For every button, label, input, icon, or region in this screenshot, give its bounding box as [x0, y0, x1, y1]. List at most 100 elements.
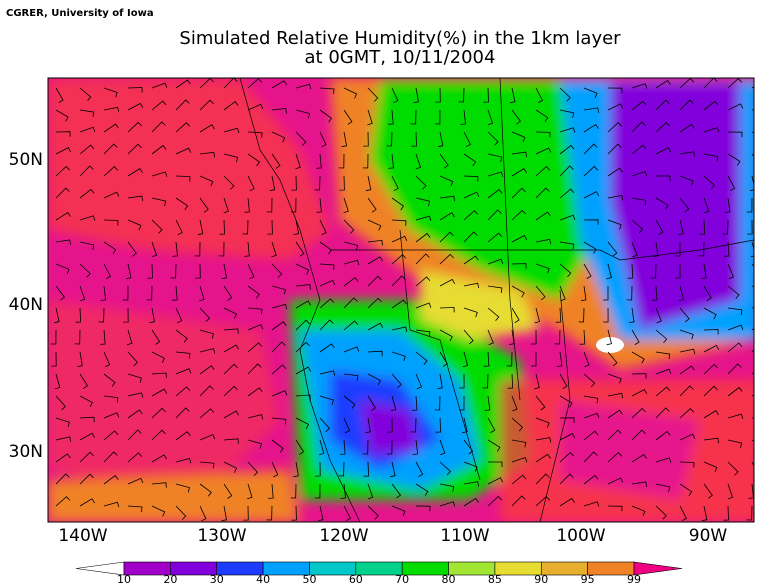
wind-barb	[679, 385, 694, 397]
wind-barb	[703, 285, 712, 301]
wind-barb	[703, 329, 719, 335]
wind-barb	[535, 109, 549, 123]
wind-barb	[559, 144, 575, 155]
wind-barb	[318, 505, 324, 522]
wind-barb	[511, 234, 528, 243]
colorbar-label: 95	[581, 573, 595, 586]
wind-barb	[391, 299, 407, 309]
wind-barb	[271, 439, 284, 453]
wind-barb	[291, 175, 297, 191]
wind-barb	[415, 153, 422, 170]
wind-barb	[459, 373, 465, 389]
wind-barb	[607, 505, 623, 512]
colorbar-label: 10	[117, 573, 131, 586]
wind-barb	[727, 153, 741, 166]
wind-barb	[98, 307, 105, 323]
wind-barb	[221, 263, 227, 280]
wind-barb	[511, 456, 528, 463]
wind-barb	[266, 197, 273, 213]
wind-barb	[463, 439, 474, 455]
wind-barb	[559, 109, 575, 118]
x-axis-label: 100W	[556, 526, 605, 546]
wind-barb	[391, 505, 406, 516]
wind-barb	[727, 175, 736, 192]
wind-barb	[295, 131, 307, 146]
wind-barb	[703, 100, 719, 111]
wind-barb	[199, 151, 215, 158]
wind-barb	[103, 241, 117, 255]
wind-barb	[722, 219, 729, 235]
wind-barb	[487, 232, 503, 243]
wind-barb	[727, 263, 734, 280]
wind-barb	[415, 232, 431, 243]
wind-barb	[79, 498, 95, 507]
x-axis-label: 130W	[197, 526, 246, 546]
wind-barb	[343, 297, 358, 309]
wind-barb	[703, 78, 718, 89]
wind-barb	[607, 167, 623, 177]
axis-labels: 140W 130W 120W 110W 100W 90W 50N 40N 30N	[9, 150, 728, 546]
wind-barb	[678, 285, 685, 302]
wind-barb	[727, 461, 739, 476]
wind-barb	[367, 505, 379, 520]
wind-barb	[363, 131, 369, 147]
wind-barb	[151, 219, 163, 234]
wind-barb	[678, 219, 684, 236]
wind-barb	[727, 103, 744, 111]
wind-barb	[415, 276, 431, 287]
wind-barb	[439, 195, 455, 202]
wind-barb	[199, 505, 207, 522]
wind-barb	[244, 241, 250, 257]
wind-barb	[55, 285, 65, 301]
wind-barb	[531, 329, 537, 345]
wind-barb	[199, 99, 214, 111]
wind-barb	[391, 235, 408, 243]
wind-barb	[126, 329, 133, 346]
wind-barb	[487, 153, 503, 162]
wind-barb	[511, 417, 524, 432]
wind-barb	[367, 350, 383, 357]
wind-barb	[386, 131, 393, 147]
wind-barb	[699, 219, 706, 235]
wind-barb	[559, 214, 576, 221]
wind-barb	[367, 395, 376, 411]
wind-barb	[703, 197, 710, 214]
colorbar-label: 80	[442, 573, 456, 586]
wind-barb	[367, 197, 377, 213]
wind-barb	[291, 505, 297, 521]
wind-barb	[583, 87, 598, 98]
wind-barb	[655, 368, 672, 375]
wind-barb	[367, 275, 382, 287]
wind-barb	[511, 209, 526, 221]
wind-barb	[247, 483, 253, 500]
wind-barb	[247, 285, 260, 299]
wind-barb	[175, 79, 191, 89]
wind-barb	[746, 505, 753, 521]
wind-barb	[343, 320, 359, 331]
wind-barb	[314, 483, 321, 499]
wind-barb	[727, 285, 740, 299]
wind-barb	[415, 175, 427, 190]
wind-barb	[583, 107, 599, 113]
wind-barb	[293, 461, 299, 478]
wind-barb	[535, 263, 550, 274]
wind-barb	[511, 131, 526, 143]
wind-barb	[679, 365, 695, 375]
dry-spot	[596, 337, 624, 353]
wind-barb	[295, 417, 310, 430]
wind-barb	[223, 197, 229, 214]
wind-barb	[55, 239, 71, 245]
wind-barb	[127, 241, 137, 257]
title-line: at 0GMT, 10/11/2004	[305, 47, 496, 68]
wind-barb	[290, 483, 297, 499]
wind-barb	[487, 188, 503, 199]
wind-barb	[631, 144, 647, 155]
wind-barb	[439, 231, 454, 243]
wind-barb	[655, 457, 672, 463]
wind-barb	[295, 341, 310, 353]
wind-barb	[603, 307, 609, 323]
wind-barb	[151, 100, 167, 111]
wind-barb	[343, 417, 351, 434]
wind-barb	[439, 153, 449, 169]
wind-barb	[727, 131, 743, 138]
